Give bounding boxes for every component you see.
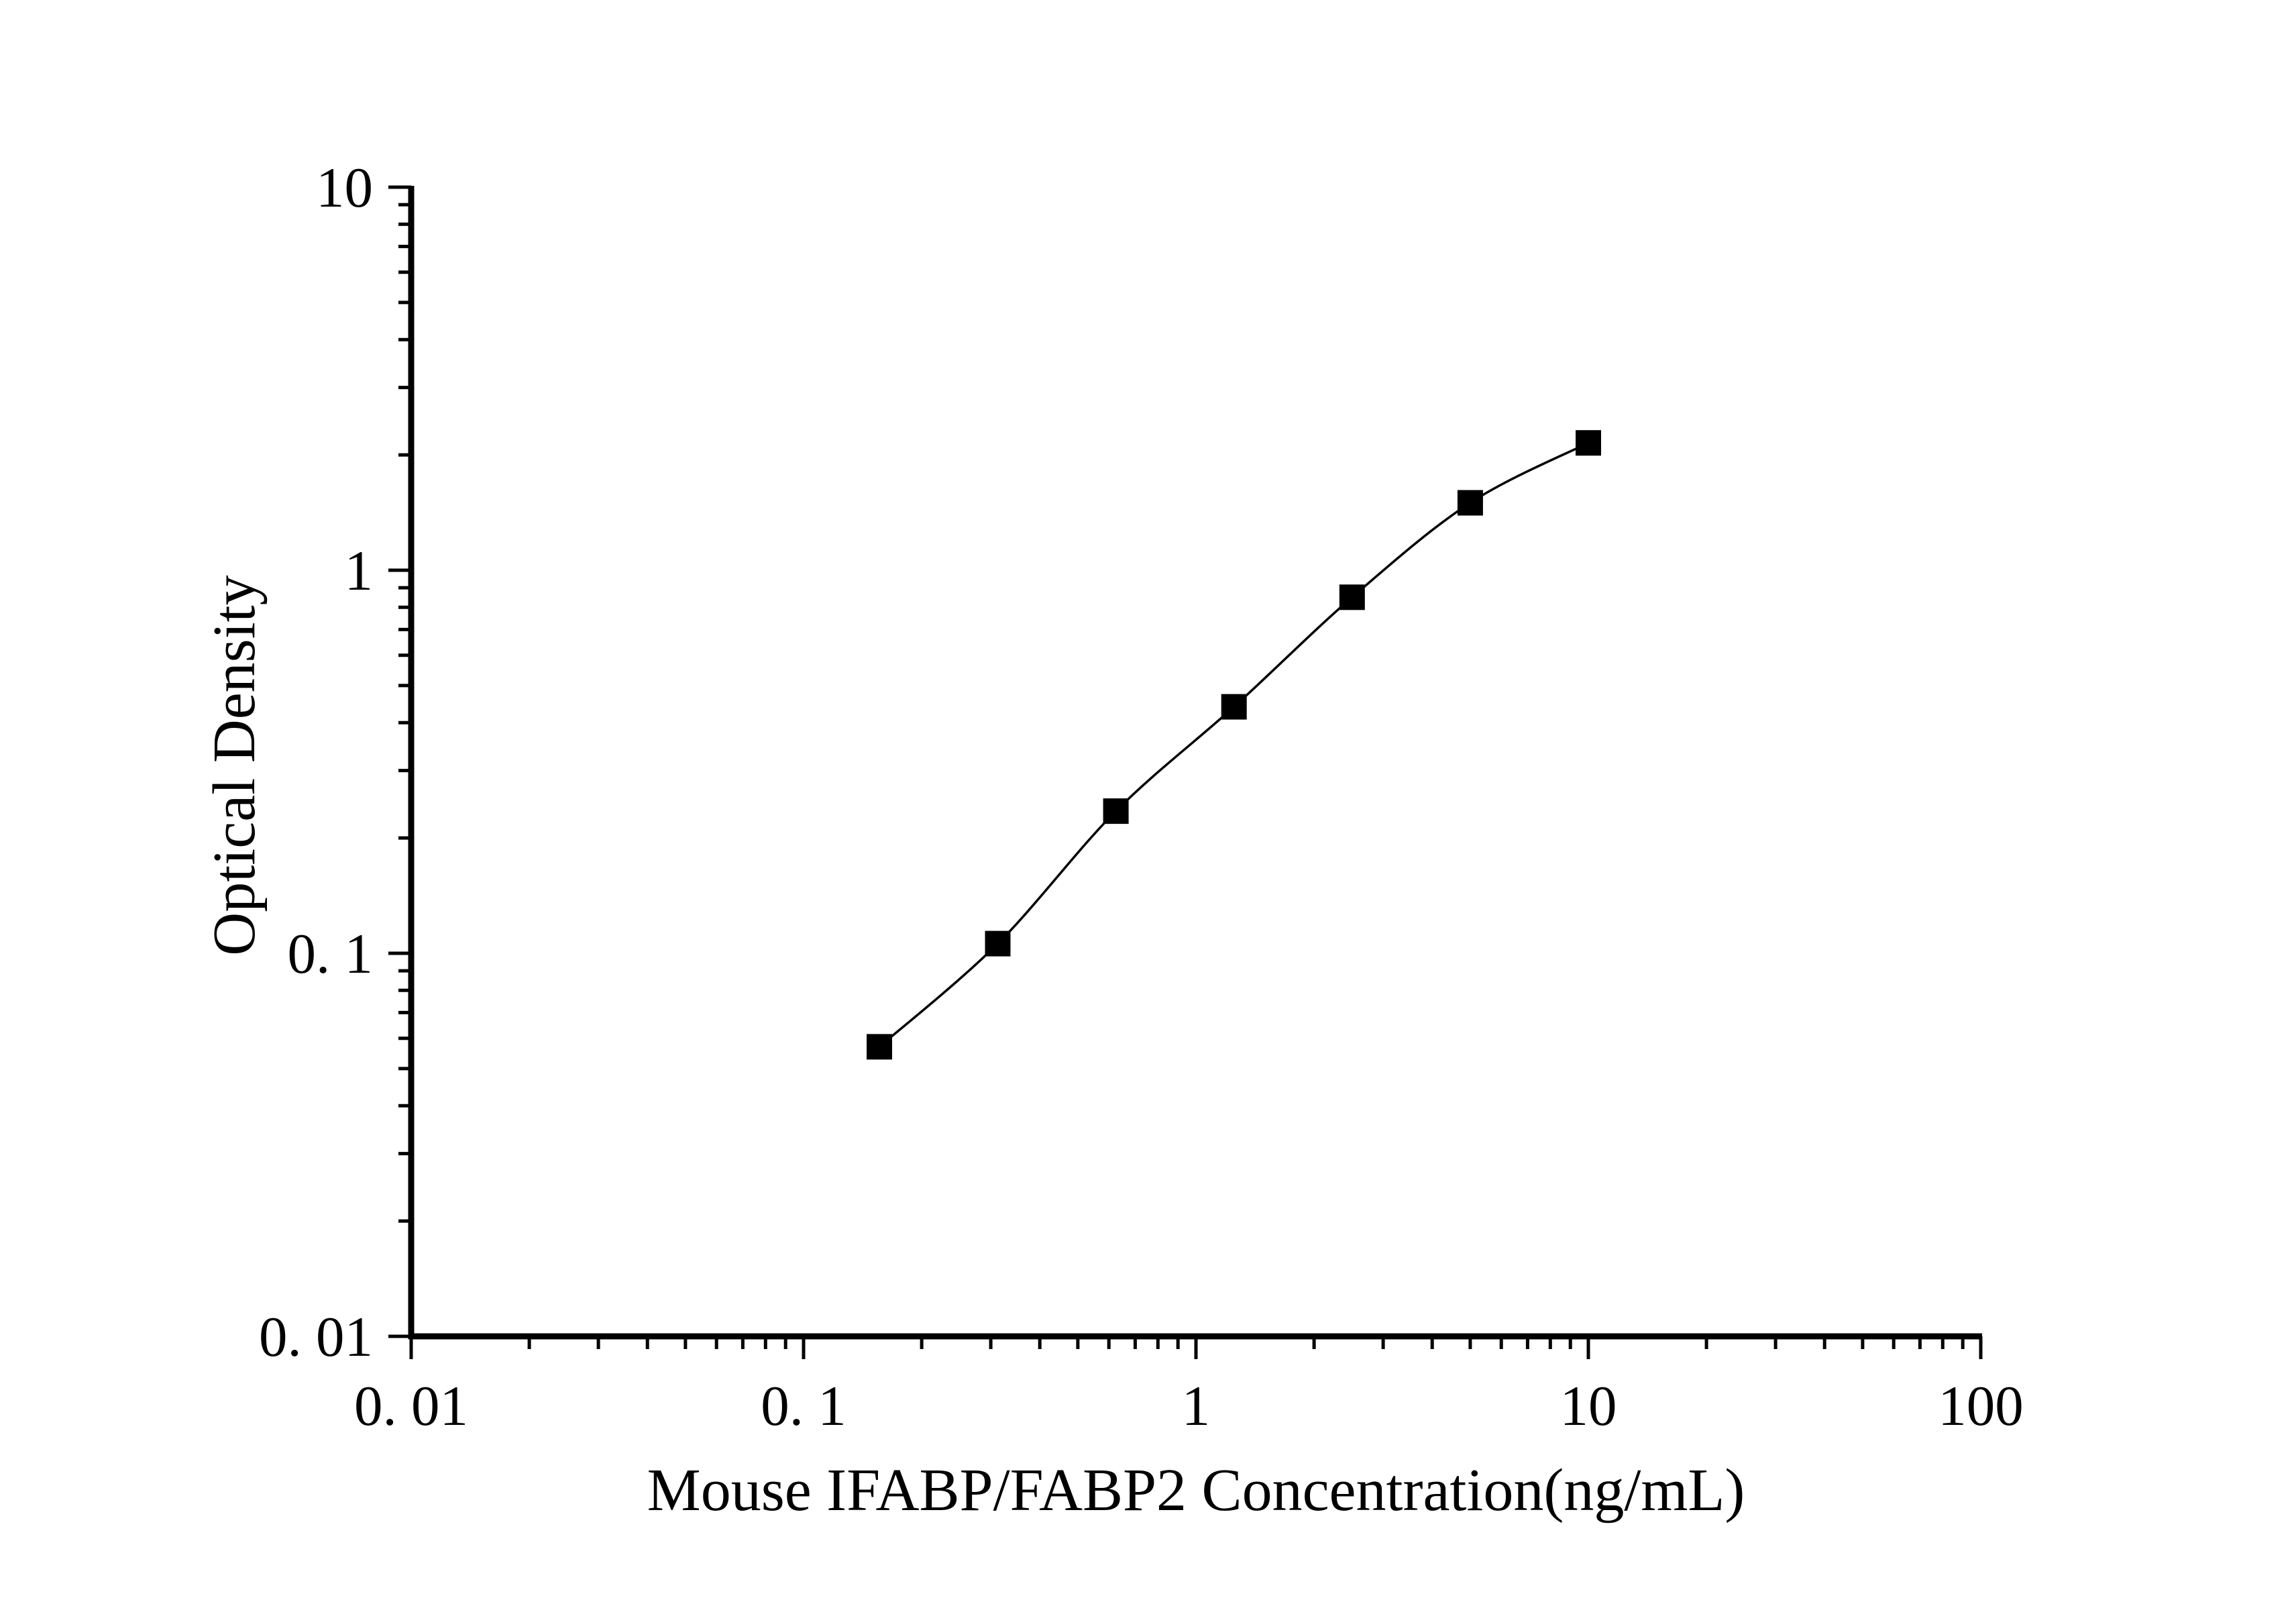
y-tick-label: 1	[345, 539, 374, 602]
y-tick-label: 10	[316, 156, 373, 219]
data-point-marker	[1576, 430, 1601, 456]
axes-lines	[408, 186, 1982, 1340]
data-point-marker	[1339, 584, 1365, 610]
x-axis-title: Mouse IFABP/FABP2 Concentration(ng/mL)	[647, 1457, 1745, 1523]
y-axis-title: Optical Density	[201, 575, 268, 956]
data-point-marker	[1457, 490, 1483, 516]
y-tick-label: 0. 01	[259, 1305, 373, 1369]
data-point-marker	[1103, 798, 1129, 824]
data-point-marker	[1221, 694, 1247, 720]
data-point-marker	[985, 930, 1011, 957]
x-tick-label: 1	[1182, 1375, 1211, 1438]
x-tick-label: 10	[1560, 1375, 1617, 1438]
x-tick-label: 100	[1938, 1375, 2024, 1438]
x-tick-label: 0. 1	[761, 1375, 846, 1438]
data-point-marker	[867, 1034, 892, 1060]
y-tick-label: 0. 1	[288, 922, 374, 985]
x-tick-label: 0. 01	[354, 1375, 468, 1438]
